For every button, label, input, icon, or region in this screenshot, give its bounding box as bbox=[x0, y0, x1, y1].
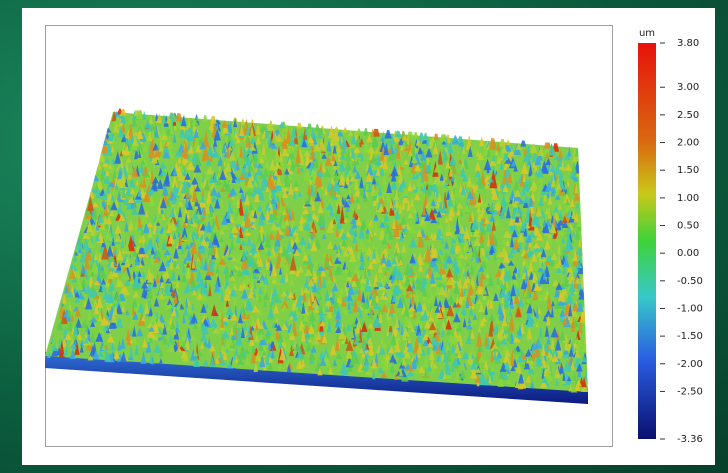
colorbar-tick-label: 1.00 bbox=[677, 193, 699, 204]
colorbar bbox=[638, 43, 656, 439]
colorbar-tick-label: 2.50 bbox=[677, 110, 699, 121]
colorbar-tick-label: 1.50 bbox=[677, 165, 699, 176]
colorbar-tick-label: -1.00 bbox=[677, 303, 703, 314]
colorbar-tick-label: -3.36 bbox=[677, 434, 703, 445]
page: um 3.80 3.00 2.50 2.00 1.50 1.00 0.50 0.00 -0.50… bbox=[0, 0, 728, 473]
colorbar-tick-label: -2.50 bbox=[677, 386, 703, 397]
colorbar-tick-label: 0.50 bbox=[677, 221, 699, 232]
chart: um 3.80 3.00 2.50 2.00 1.50 1.00 0.50 0.00 -0.50… bbox=[0, 0, 728, 473]
colorbar-unit: um bbox=[639, 28, 655, 39]
colorbar-tick-label: 0.00 bbox=[677, 248, 699, 259]
colorbar-tick-label: -1.50 bbox=[677, 331, 703, 342]
colorbar-tick-label: -0.50 bbox=[677, 276, 703, 287]
colorbar-tick-label: 2.00 bbox=[677, 138, 699, 149]
colorbar-tick-label: 3.80 bbox=[677, 38, 699, 49]
colorbar-tick-label: 3.00 bbox=[677, 82, 699, 93]
colorbar-tick-label: -2.00 bbox=[677, 359, 703, 370]
